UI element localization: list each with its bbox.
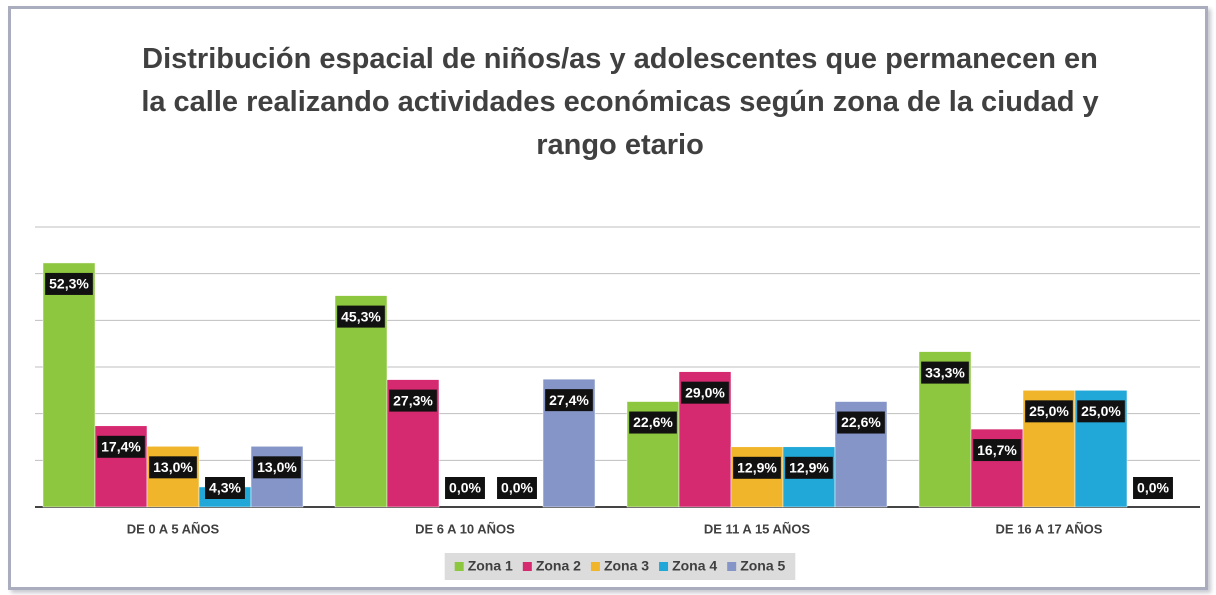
data-label-box [97, 435, 145, 458]
data-label: 12,9% [785, 456, 833, 479]
chart-title: Distribución espacial de niños/as y adol… [141, 43, 1099, 161]
data-label: 22,6% [837, 411, 885, 434]
data-label: 17,4% [97, 435, 145, 458]
data-label: 13,0% [149, 456, 197, 479]
data-label-text: 13,0% [257, 459, 297, 475]
legend: Zona 1 Zona 2 Zona 3 Zona 4 Zona 5 [444, 553, 796, 580]
data-label: 0,0% [445, 477, 485, 499]
data-label: 13,0% [253, 456, 301, 479]
data-label-text: 16,7% [977, 442, 1017, 458]
data-label: 0,0% [497, 477, 537, 499]
data-label-text: 0,0% [1137, 480, 1169, 496]
data-label-text: 29,0% [685, 384, 725, 400]
x-tick-label: DE 6 A 10 AÑOS [415, 521, 515, 536]
legend-swatch [454, 562, 464, 571]
legend-label: Zona 5 [740, 558, 785, 574]
data-label-text: 0,0% [449, 480, 481, 496]
data-label-text: 27,3% [393, 392, 433, 408]
legend-swatch [522, 562, 532, 571]
bar [42, 262, 96, 508]
data-label-text: 25,0% [1081, 403, 1121, 419]
legend-box [444, 553, 796, 580]
data-label-text: 25,0% [1029, 403, 1069, 419]
data-label-text: 12,9% [737, 460, 777, 476]
data-label-box [337, 305, 385, 328]
data-label-box [445, 477, 485, 499]
data-label-box [1077, 400, 1125, 423]
data-label-text: 13,0% [153, 459, 193, 475]
x-tick-label: DE 16 A 17 AÑOS [996, 521, 1103, 536]
data-label: 25,0% [1025, 400, 1073, 423]
data-label-text: 12,9% [789, 460, 829, 476]
data-label: 16,7% [973, 439, 1021, 462]
data-label: 12,9% [733, 456, 781, 479]
data-label-box [497, 477, 537, 499]
data-label-box [921, 361, 969, 384]
data-label: 4,3% [205, 477, 245, 499]
legend-label: Zona 2 [536, 558, 581, 574]
x-tick-label: DE 11 A 15 AÑOS [704, 521, 811, 536]
data-label-text: 0,0% [501, 480, 533, 496]
data-label-box [973, 439, 1021, 462]
data-label-text: 4,3% [209, 480, 241, 496]
data-label: 29,0% [681, 381, 729, 404]
data-label: 25,0% [1077, 400, 1125, 423]
data-label-text: 27,4% [549, 392, 589, 408]
data-label: 22,6% [629, 411, 677, 434]
data-label-text: 52,3% [49, 276, 89, 292]
data-label-box [785, 456, 833, 479]
legend-swatch [659, 562, 669, 571]
data-label-box [837, 411, 885, 434]
data-label: 27,4% [545, 389, 593, 412]
data-label-box [545, 389, 593, 412]
data-label-box [253, 456, 301, 479]
data-label-box [45, 272, 93, 295]
data-label-box [205, 477, 245, 499]
data-label: 33,3% [921, 361, 969, 384]
data-label: 52,3% [45, 272, 93, 295]
bar [334, 295, 388, 508]
legend-swatch [590, 562, 600, 571]
data-label-box [389, 389, 437, 412]
data-label-box [681, 381, 729, 404]
legend-swatch [727, 562, 737, 571]
data-label-box [733, 456, 781, 479]
legend-label: Zona 4 [672, 558, 717, 574]
data-label-box [629, 411, 677, 434]
data-label-box [1025, 400, 1073, 423]
data-label-text: 22,6% [633, 414, 673, 430]
data-label-box [1133, 477, 1173, 499]
data-label: 0,0% [1133, 477, 1173, 499]
data-label: 27,3% [389, 389, 437, 412]
legend-label: Zona 1 [468, 558, 513, 574]
data-label-text: 33,3% [925, 364, 965, 380]
data-label-text: 45,3% [341, 308, 381, 324]
x-tick-label: DE 0 A 5 AÑOS [127, 521, 220, 536]
data-label-text: 22,6% [841, 414, 881, 430]
data-label-box [149, 456, 197, 479]
data-label: 45,3% [337, 305, 385, 328]
legend-label: Zona 3 [604, 558, 649, 574]
data-label-text: 17,4% [101, 439, 141, 455]
